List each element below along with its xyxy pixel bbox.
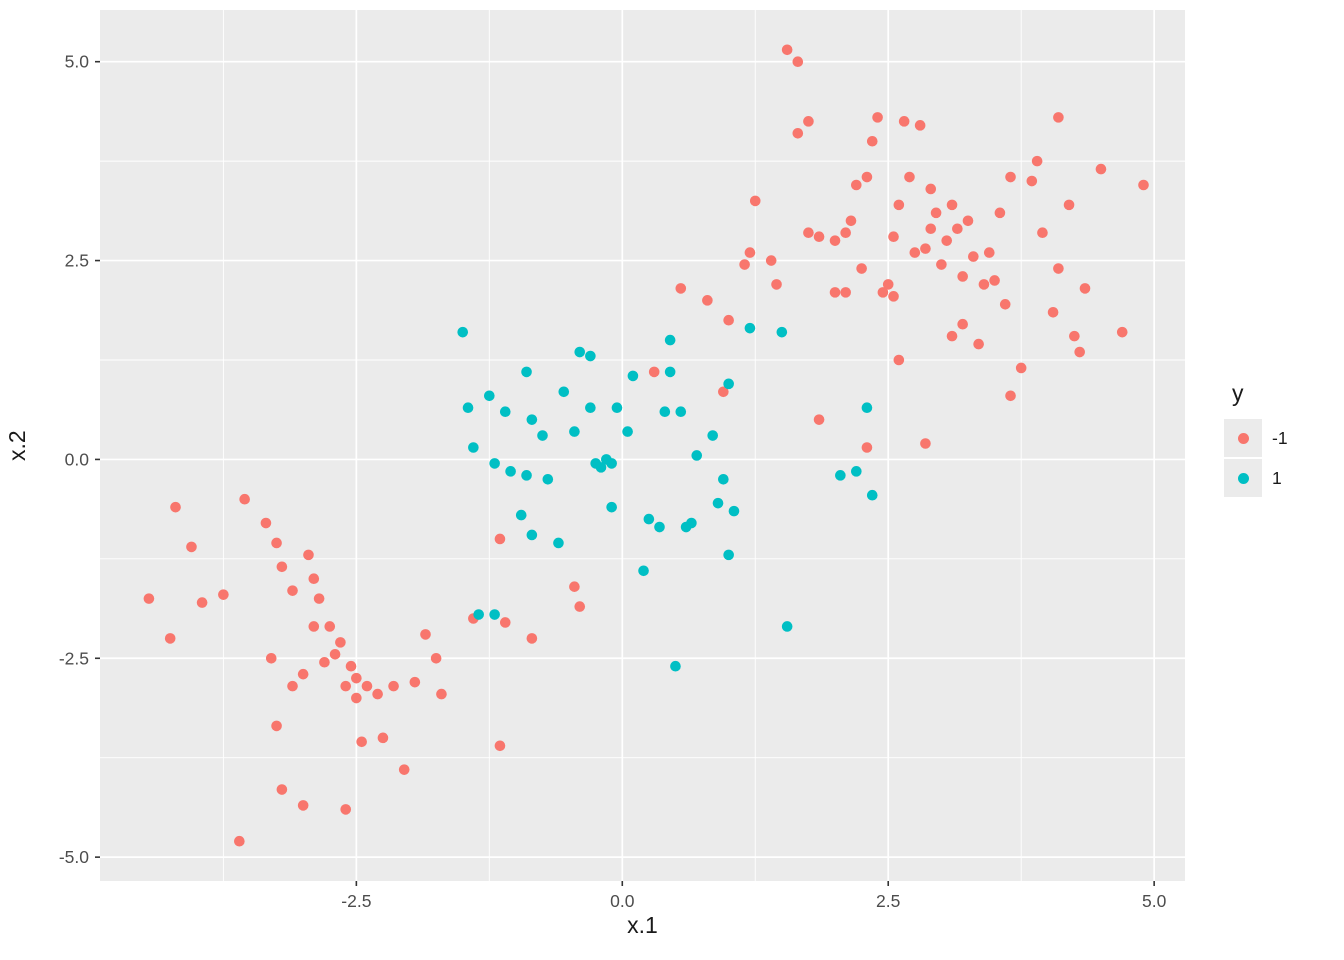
legend-entry-label: -1 [1272,427,1288,448]
svg-text:-5.0: -5.0 [59,847,89,867]
svg-text:0.0: 0.0 [65,449,90,469]
svg-text:2.5: 2.5 [65,251,89,271]
legend-dot-icon [1237,432,1249,444]
legend-entry-label: 1 [1272,467,1282,488]
legend-entry-pos1: 1 [1224,459,1288,497]
legend: y -1 1 [1224,380,1288,499]
legend-key [1224,419,1262,457]
y-axis-title: x.2 [4,430,30,461]
svg-text:0.0: 0.0 [610,891,635,911]
svg-text:5.0: 5.0 [1142,891,1167,911]
legend-key [1224,459,1262,497]
svg-text:5.0: 5.0 [65,52,90,72]
legend-title: y [1232,380,1244,406]
svg-text:-2.5: -2.5 [59,648,89,668]
x-axis-title: x.1 [627,912,658,938]
legend-entry-neg1: -1 [1224,419,1288,457]
legend-dot-icon [1237,472,1249,484]
svg-text:-2.5: -2.5 [341,891,371,911]
svg-text:2.5: 2.5 [876,891,900,911]
